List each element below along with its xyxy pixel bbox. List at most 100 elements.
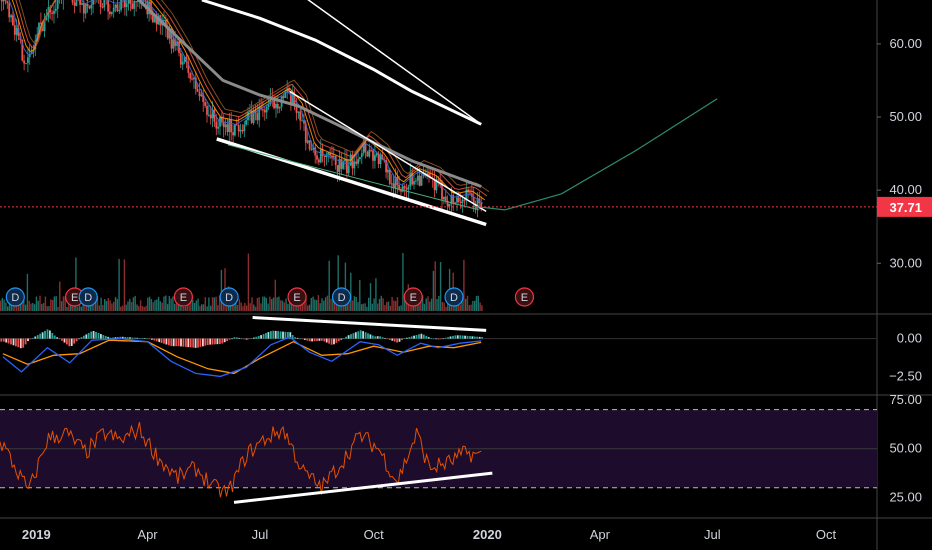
earnings-marker (403, 287, 423, 307)
time-axis-label: 2019 (22, 527, 51, 542)
volume-bar (380, 295, 382, 311)
candle-body (387, 169, 389, 173)
volume-bar (48, 306, 50, 311)
volume-bar (395, 300, 397, 311)
candle-body (338, 159, 341, 172)
candle-body (407, 186, 410, 190)
volume-bar (39, 295, 41, 311)
candle-body (469, 192, 471, 194)
candle-body (187, 62, 190, 73)
candle-body (86, 4, 89, 7)
candle-body (269, 97, 272, 104)
candle-body (390, 183, 393, 185)
candle-body (312, 147, 315, 150)
volume-bar (134, 295, 136, 311)
macd-histogram-bar (287, 332, 289, 339)
candle-body (314, 147, 317, 156)
candle-body (194, 77, 197, 89)
time-axis-label: Oct (816, 527, 837, 542)
macd-histogram-bar (425, 335, 428, 339)
macd-histogram-bar (413, 335, 415, 339)
volume-bar (393, 300, 395, 311)
volume-bar (242, 306, 244, 311)
macd-histogram-bar (124, 337, 127, 339)
candle-body (112, 7, 115, 12)
candle-body (344, 159, 346, 162)
macd-axis-label: −2.50 (889, 368, 922, 383)
macd-histogram-bar (374, 336, 377, 339)
volume-bar (215, 296, 217, 311)
volume-bar (197, 298, 199, 311)
candle-body (435, 179, 438, 191)
candle-body (359, 157, 361, 160)
candle-body (213, 109, 216, 122)
candle-body (262, 109, 264, 111)
volume-bar (132, 297, 135, 311)
macd-histogram-bar (325, 338, 328, 343)
macd-histogram-bar (192, 338, 195, 348)
candle-body (133, 1, 136, 9)
macd-histogram-bar (155, 338, 158, 342)
volume-bar (1, 297, 3, 311)
macd-histogram-bar (330, 338, 333, 345)
volume-bar (46, 306, 48, 311)
candle-body (191, 78, 193, 80)
macd-histogram-bar (347, 335, 350, 339)
volume-bar (258, 297, 260, 311)
candle-body (331, 155, 333, 158)
candle-body (457, 197, 460, 202)
volume-bar (271, 299, 273, 311)
candle-body (273, 98, 275, 109)
candle-body (360, 153, 363, 158)
candle-body (347, 165, 350, 174)
macd-histogram-bar (134, 337, 136, 339)
macd-histogram-bar (473, 336, 476, 339)
macd-histogram-bar (0, 338, 3, 342)
candle-body (206, 105, 208, 115)
volume-bar (254, 306, 257, 311)
volume-bar (439, 262, 442, 311)
macd-histogram-bar (117, 337, 119, 339)
macd-histogram-bar (432, 338, 435, 340)
candle-body (405, 188, 408, 190)
price-axis-label: 60.00 (889, 36, 922, 51)
candle-body (243, 124, 246, 132)
macd-histogram-bar (131, 337, 134, 339)
candle-body (170, 29, 173, 49)
volume-bar (299, 305, 302, 311)
macd-histogram-bar (257, 336, 260, 339)
volume-bar (116, 298, 118, 311)
candle-body (131, 3, 134, 9)
macd-histogram-bar (49, 330, 51, 339)
macd-histogram-bar (165, 338, 168, 345)
candle-body (310, 149, 313, 151)
volume-bar (139, 300, 142, 311)
macd-histogram-bar (109, 337, 112, 339)
volume-bar (357, 302, 359, 311)
volume-bar (159, 301, 162, 311)
macd-histogram-bar (466, 335, 469, 339)
volume-bar (104, 299, 106, 311)
candle-body (476, 198, 479, 209)
candle-body (232, 132, 234, 136)
candle-body (204, 102, 206, 106)
candle-body (372, 150, 374, 161)
volume-bar (362, 303, 364, 311)
volume-bar (459, 304, 462, 311)
macd-histogram-bar (333, 338, 335, 345)
macd-histogram-bar (245, 338, 248, 340)
macd-histogram-bar (129, 337, 131, 339)
macd-histogram-bar (97, 333, 100, 339)
volume-bar (423, 304, 426, 311)
candle-body (12, 15, 14, 26)
candle-body (99, 0, 102, 7)
volume-bar (441, 302, 444, 311)
macd-histogram-bar (294, 337, 296, 339)
macd-histogram-bar (231, 338, 233, 340)
macd-histogram-bar (70, 338, 73, 346)
volume-bar (102, 304, 104, 311)
rsi-trendline (233, 471, 493, 504)
volume-bar (53, 296, 56, 311)
macd-histogram-bar (107, 336, 110, 339)
